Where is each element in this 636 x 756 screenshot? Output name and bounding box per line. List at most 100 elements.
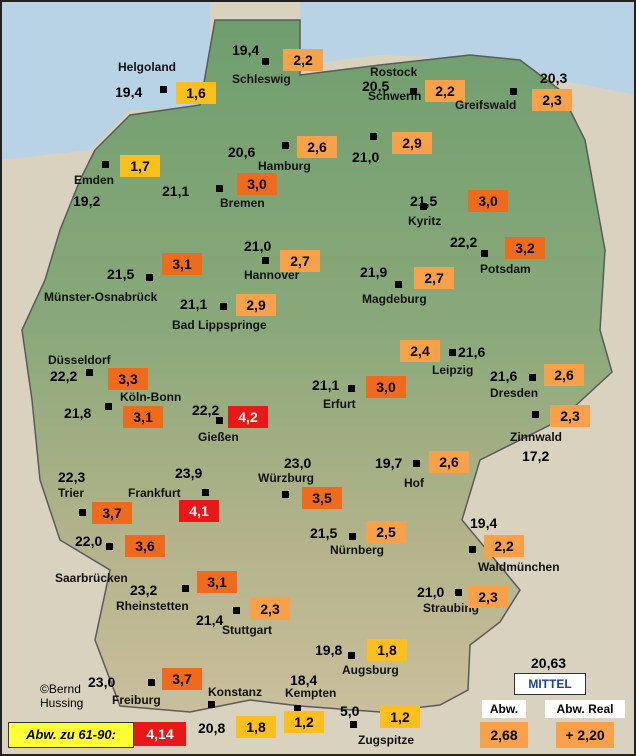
abw-label: Abw. xyxy=(482,700,526,718)
station-marker xyxy=(410,88,417,95)
station-temp: 20,5 xyxy=(362,78,390,94)
station-marker xyxy=(348,652,355,659)
station-marker xyxy=(420,203,427,210)
station-anomaly: 3,0 xyxy=(237,173,277,195)
station-marker xyxy=(216,417,223,424)
station-temp: 21,0 xyxy=(417,584,445,600)
station-anomaly: 2,9 xyxy=(392,132,432,154)
station-temp: 21,9 xyxy=(360,264,388,280)
station-marker xyxy=(395,281,402,288)
station-anomaly: 1,2 xyxy=(380,706,420,728)
station-marker xyxy=(79,509,86,516)
station-name: Gießen xyxy=(198,430,239,444)
station-name: Zugspitze xyxy=(358,733,414,747)
station-name: Bremen xyxy=(220,196,265,210)
sea xyxy=(0,0,636,95)
station-temp: 19,2 xyxy=(73,193,101,209)
station-marker xyxy=(455,589,462,596)
station-anomaly: 3,2 xyxy=(505,237,545,259)
station-anomaly: 1,2 xyxy=(284,711,324,733)
station-temp: 21,6 xyxy=(490,368,518,384)
station-marker xyxy=(86,369,93,376)
station-anomaly: 2,2 xyxy=(484,535,524,557)
station-temp: 21,4 xyxy=(196,612,224,628)
station-anomaly: 2,5 xyxy=(366,521,406,543)
station-anomaly: 2,3 xyxy=(468,586,508,608)
station-temp: 21,5 xyxy=(410,193,438,209)
station-anomaly: 2,3 xyxy=(532,89,572,111)
station-anomaly: 4,2 xyxy=(228,406,268,428)
station-temp: 21,0 xyxy=(352,149,380,165)
station-name: Saarbrücken xyxy=(55,571,128,585)
station-anomaly: 3,7 xyxy=(162,668,202,690)
station-temp: 23,2 xyxy=(130,582,158,598)
abw-value: 2,68 xyxy=(480,722,528,748)
station-marker xyxy=(148,679,155,686)
station-anomaly: 1,8 xyxy=(236,716,276,738)
station-anomaly: 3,3 xyxy=(108,368,148,390)
station-marker xyxy=(282,491,289,498)
station-name: Erfurt xyxy=(323,397,356,411)
station-temp: 19,4 xyxy=(470,515,498,531)
station-name: Konstanz xyxy=(208,685,262,699)
station-name: Dresden xyxy=(490,386,539,400)
station-name: Bad Lippspringe xyxy=(172,318,267,332)
station-name: Stuttgart xyxy=(222,623,272,637)
abw-real-value: + 2,20 xyxy=(556,722,614,748)
station-marker xyxy=(481,250,488,257)
station-temp: 17,2 xyxy=(522,448,550,464)
station-name: Schleswig xyxy=(232,72,291,86)
station-name: Kyritz xyxy=(408,214,442,228)
station-marker xyxy=(510,88,517,95)
abw-real-label: Abw. Real xyxy=(545,700,625,718)
station-temp: 19,8 xyxy=(315,642,343,658)
station-anomaly: 2,9 xyxy=(236,294,276,316)
station-name: Augsburg xyxy=(342,663,399,677)
station-anomaly: 3,0 xyxy=(366,376,406,398)
copyright: ©Bernd Hussing xyxy=(40,682,83,710)
station-temp: 21,1 xyxy=(312,377,340,393)
station-temp: 21,8 xyxy=(64,405,92,421)
station-anomaly: 2,4 xyxy=(400,340,440,362)
station-marker xyxy=(202,489,209,496)
station-temp: 21,1 xyxy=(180,296,208,312)
sea xyxy=(0,0,210,160)
station-name: Trier xyxy=(58,486,85,500)
station-marker xyxy=(146,274,153,281)
station-anomaly: 4,1 xyxy=(179,500,219,522)
station-name: Hof xyxy=(404,476,424,490)
station-name: Zinnwald xyxy=(510,430,562,444)
station-anomaly: 2,6 xyxy=(297,136,337,158)
station-marker xyxy=(449,349,456,356)
station-marker xyxy=(348,385,355,392)
station-anomaly: 2,3 xyxy=(250,598,290,620)
station-temp: 19,4 xyxy=(232,42,260,58)
copyright-line: Hussing xyxy=(40,696,84,710)
station-temp: 23,9 xyxy=(175,465,203,481)
station-temp: 21,6 xyxy=(458,344,486,360)
station-marker xyxy=(349,533,356,540)
station-temp: 5,0 xyxy=(340,703,360,719)
station-marker xyxy=(105,403,112,410)
station-anomaly: 3,7 xyxy=(92,502,132,524)
station-temp: 22,2 xyxy=(192,402,220,418)
station-marker xyxy=(182,585,189,592)
station-temp: 22,2 xyxy=(450,234,478,250)
station-marker xyxy=(216,185,223,192)
station-anomaly: 2,6 xyxy=(429,451,469,473)
station-marker xyxy=(160,86,167,93)
station-name: Nürnberg xyxy=(330,543,384,557)
station-anomaly: 3,6 xyxy=(125,535,165,557)
station-temp: 22,0 xyxy=(75,533,103,549)
station-temp: 22,3 xyxy=(58,469,86,485)
germany xyxy=(21,19,613,713)
station-name: Straubing xyxy=(423,601,479,615)
station-name: Freiburg xyxy=(112,693,161,707)
station-anomaly: 3,1 xyxy=(197,571,237,593)
station-anomaly: 2,2 xyxy=(283,49,323,71)
station-marker xyxy=(370,133,377,140)
station-temp: 19,4 xyxy=(115,84,143,100)
station-marker xyxy=(262,58,269,65)
station-name: Schwerin xyxy=(368,89,422,103)
